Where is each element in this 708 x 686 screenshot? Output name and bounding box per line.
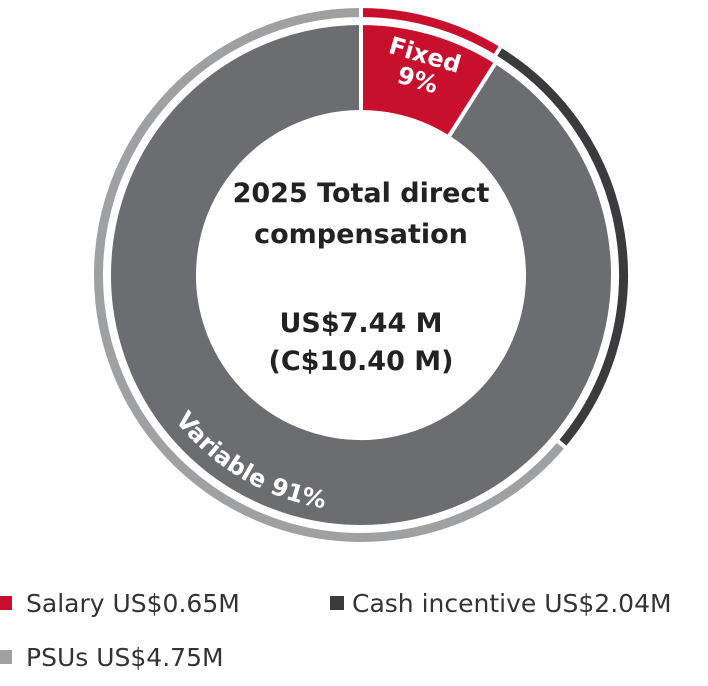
legend-category: Salary	[26, 589, 105, 618]
legend-entry: Salary US$0.65M	[26, 589, 240, 618]
legend-entry: Cash incentive US$2.04M	[352, 589, 672, 618]
legend-entry: PSUs US$4.75M	[26, 643, 224, 672]
center-annotation: (C$10.40 M)	[269, 346, 454, 377]
legend-category: PSUs	[26, 643, 88, 672]
legend-category: Cash incentive	[352, 589, 536, 618]
legend-value-label: US$0.65M	[112, 589, 239, 618]
legend-swatch	[0, 596, 12, 610]
legend-swatch	[330, 596, 344, 610]
legend-value-label: US$2.04M	[544, 589, 671, 618]
chart-title: 2025 Total direct compensation	[233, 178, 490, 250]
donut-segment	[90, 3, 570, 546]
center-annotation: US$7.44 M	[279, 308, 442, 339]
legend-value-label: US$4.75M	[96, 643, 223, 672]
donut-segment	[107, 20, 615, 529]
legend-swatch	[0, 650, 12, 664]
